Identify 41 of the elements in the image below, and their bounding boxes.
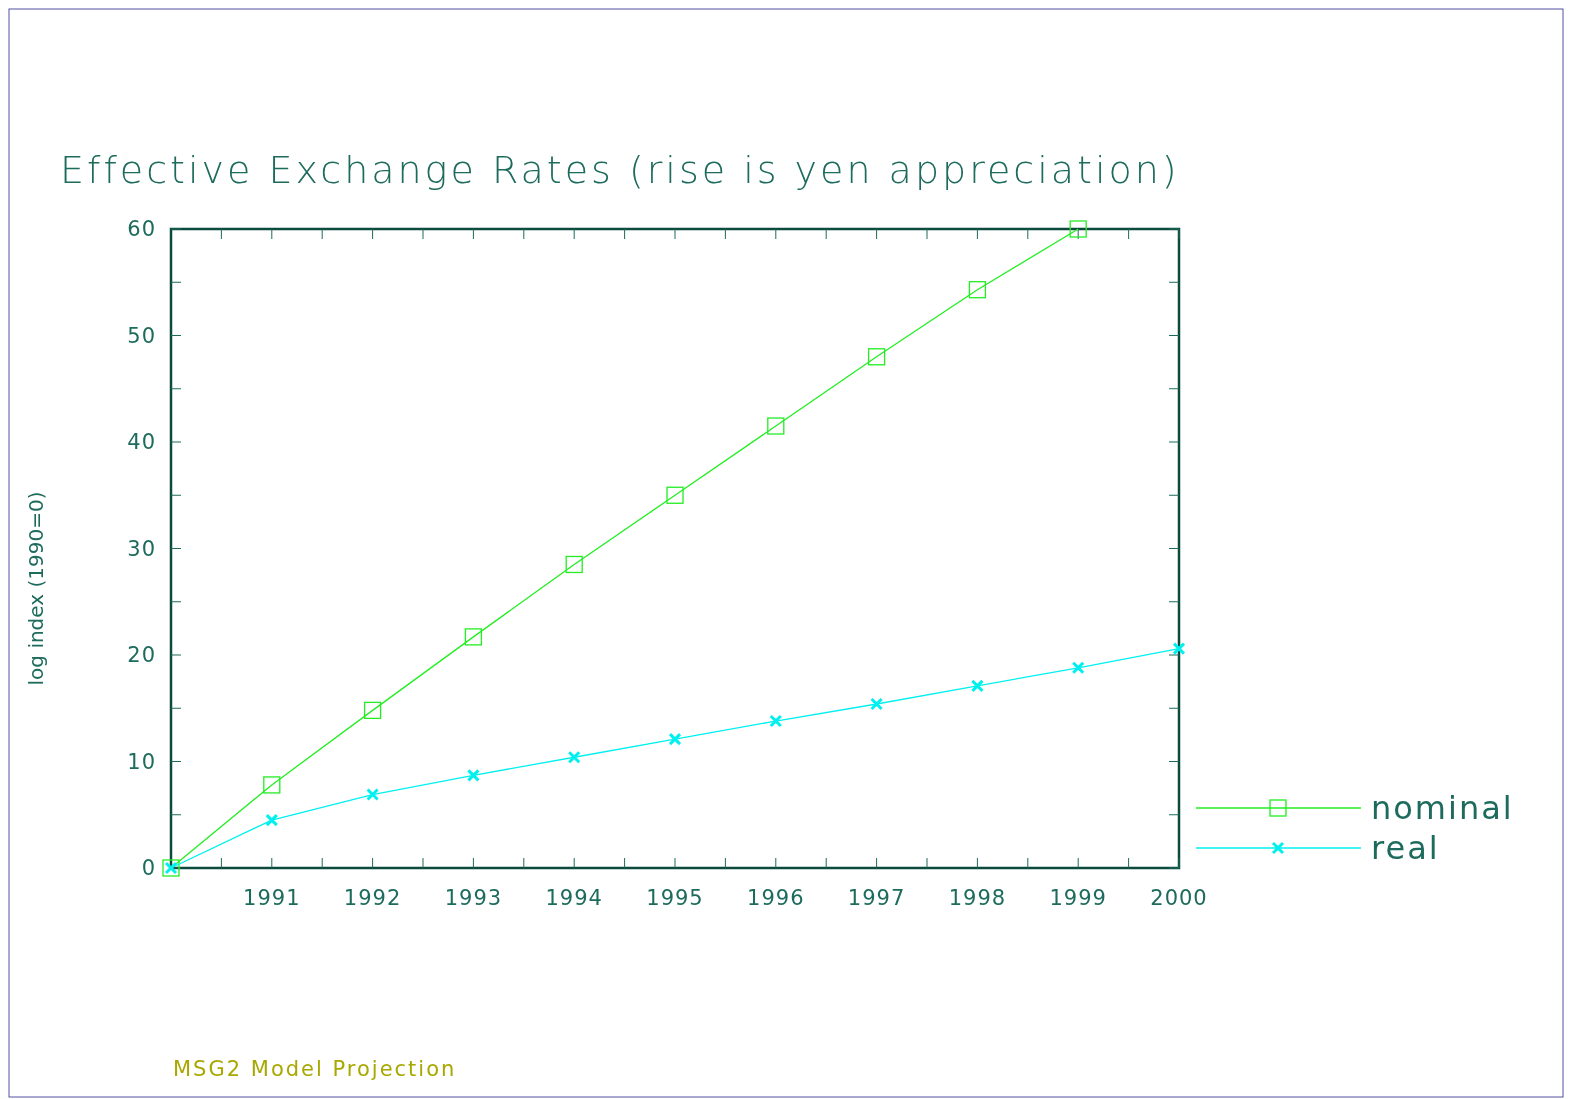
y-tick-label: 30 — [127, 536, 156, 561]
chart-title: Effective Exchange Rates (rise is yen appreciation) — [60, 148, 1180, 192]
y-tick-label: 0 — [141, 856, 156, 880]
text: real — [1371, 829, 1440, 867]
x-tick-label: 1992 — [343, 886, 402, 910]
x-tick-label: 1993 — [444, 886, 503, 910]
x-tick-label: 1997 — [847, 886, 906, 910]
point — [567, 750, 581, 764]
x-tick-label: 1998 — [948, 886, 1007, 910]
text: MSG2 Model Projection — [173, 1057, 457, 1081]
point — [666, 486, 684, 504]
point — [968, 281, 987, 299]
x-tick-label: 2000 — [1150, 886, 1208, 910]
point — [767, 417, 785, 435]
x-tick-label: 1994 — [545, 886, 603, 910]
x-tick-label: 1996 — [747, 886, 805, 910]
y-tick-label: 10 — [127, 749, 156, 774]
y-tick-label: 60 — [127, 217, 156, 241]
point — [769, 714, 783, 728]
x-tick-label: 1995 — [646, 886, 704, 910]
text: nominal — [1371, 789, 1514, 827]
point — [263, 776, 281, 794]
point — [466, 768, 480, 782]
point — [265, 813, 279, 827]
point — [464, 628, 483, 646]
y-tick-label: 50 — [127, 323, 156, 348]
y-tick-label: 20 — [127, 643, 156, 667]
point — [565, 555, 583, 574]
y-tick-label: 40 — [127, 430, 156, 454]
point — [363, 701, 382, 720]
point — [970, 679, 984, 693]
y-axis-title: log index (1990=0) — [24, 491, 48, 686]
x-tick-label: 1991 — [243, 886, 301, 910]
point — [668, 732, 682, 746]
point — [870, 697, 884, 711]
point — [1071, 661, 1085, 675]
x-tick-label: 1999 — [1049, 886, 1107, 910]
point — [366, 788, 380, 802]
point — [867, 348, 886, 366]
point — [1069, 220, 1087, 238]
point — [1172, 642, 1186, 656]
